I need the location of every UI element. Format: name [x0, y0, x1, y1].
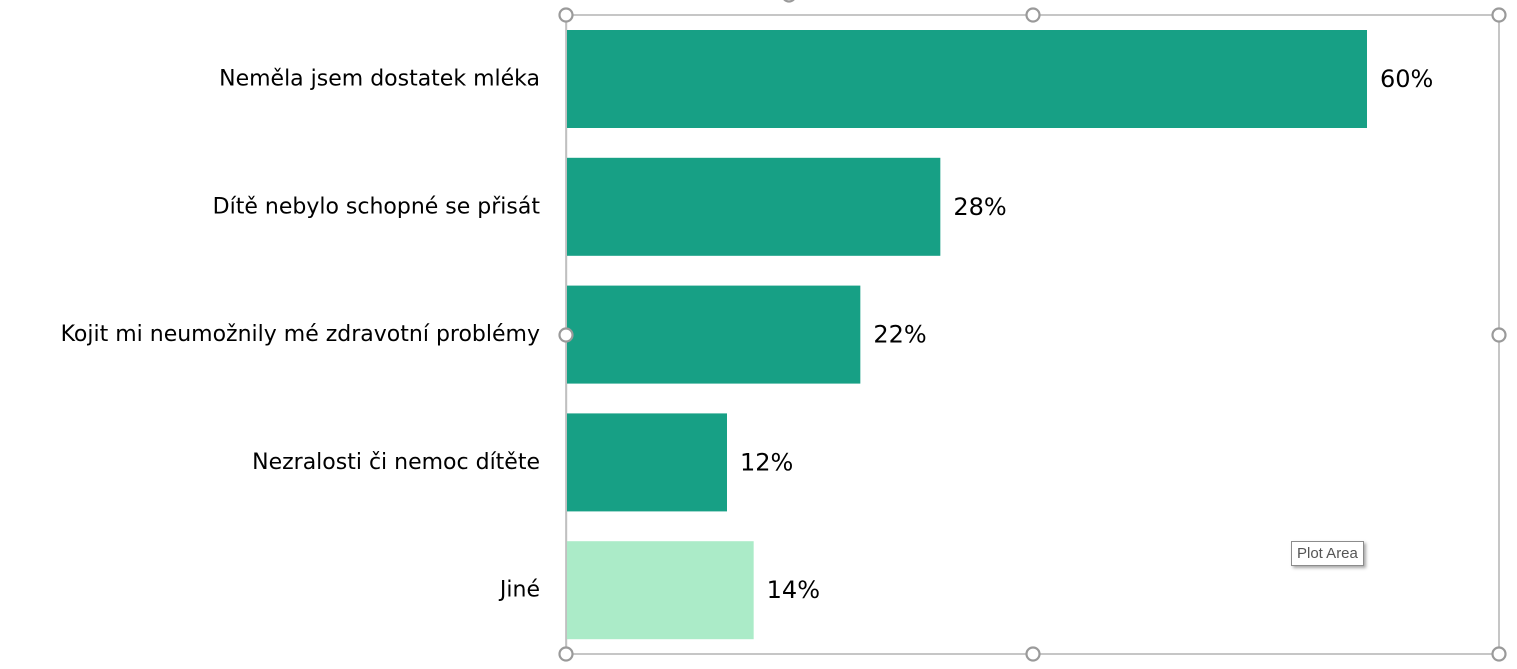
category-label-2: Dítě nebylo schopné se přisát — [213, 194, 541, 219]
handle-bottom-right[interactable] — [1491, 646, 1507, 662]
category-label-1: Neměla jsem dostatek mléka — [219, 67, 540, 92]
bar-2[interactable] — [567, 157, 941, 256]
bar-1[interactable] — [567, 30, 1367, 128]
labels-group: Neměla jsem dostatek mléka 60% Dítě nebylo… — [61, 65, 1434, 604]
handle-mid-left[interactable] — [558, 327, 574, 343]
handle-top-mid[interactable] — [1025, 7, 1041, 23]
handle-bottom-mid[interactable] — [1025, 646, 1041, 662]
selection-handles[interactable] — [558, 0, 1507, 662]
handle-top-right[interactable] — [1491, 7, 1507, 23]
data-label-4: 12% — [740, 448, 793, 476]
handle-outer-top[interactable] — [783, 0, 796, 3]
bar-3[interactable] — [567, 285, 861, 384]
data-label-2: 28% — [953, 193, 1006, 221]
bars-group — [567, 30, 1367, 640]
category-label-3: Kojit mi neumožnily mé zdravotní problém… — [61, 322, 540, 347]
data-label-3: 22% — [873, 321, 926, 349]
bar-4[interactable] — [567, 413, 727, 512]
handle-bottom-left[interactable] — [558, 646, 574, 662]
plot-area-tooltip: Plot Area — [1291, 541, 1364, 566]
data-label-1: 60% — [1380, 65, 1433, 93]
bar-5[interactable] — [567, 541, 754, 640]
category-label-5: Jiné — [498, 578, 540, 603]
handle-top-left[interactable] — [558, 7, 574, 23]
handle-mid-right[interactable] — [1491, 327, 1507, 343]
data-label-5: 14% — [767, 576, 820, 604]
category-label-4: Nezralosti či nemoc dítěte — [252, 450, 540, 475]
